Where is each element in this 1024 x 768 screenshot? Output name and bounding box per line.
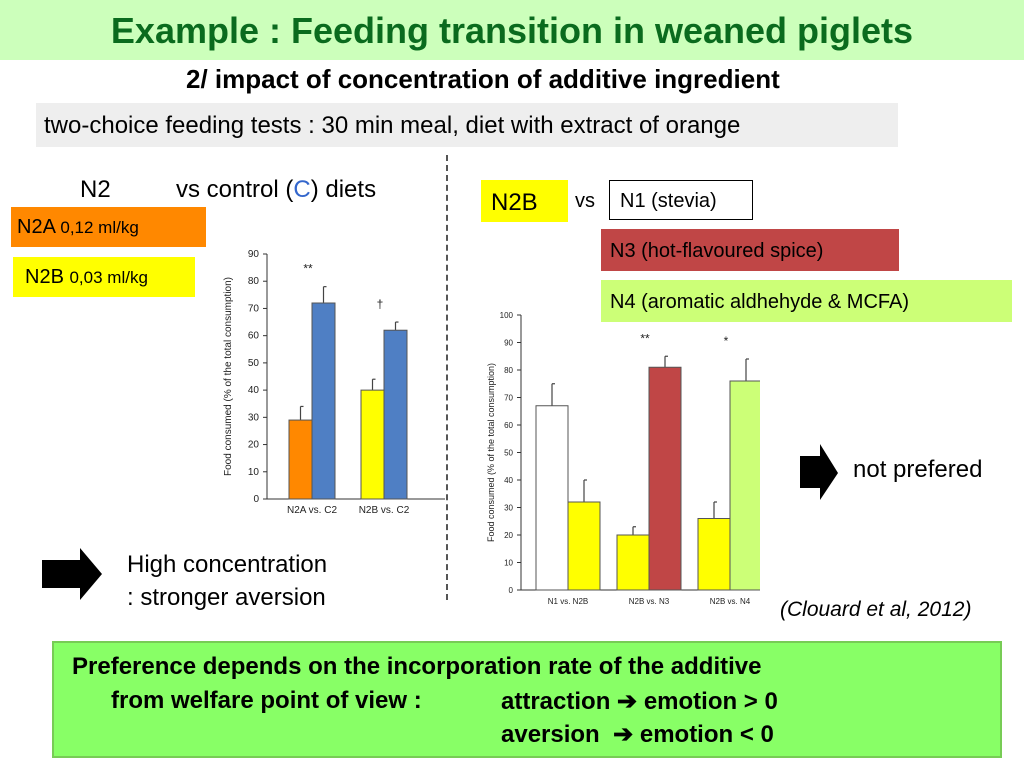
n2a-label: N2A 0,12 ml/kg	[17, 216, 139, 239]
method-text: two-choice feeding tests : 30 min meal, …	[44, 112, 741, 139]
x-tick-label: N2B vs. N4	[710, 597, 751, 605]
conclusion-line1: Preference depends on the incorporation …	[72, 653, 762, 680]
y-tick-label: 90	[504, 339, 513, 348]
y-tick-label: 100	[500, 311, 514, 320]
y-axis-label: Food consumed (% of the total consumptio…	[223, 277, 234, 476]
left-header-c: C	[293, 176, 311, 203]
y-tick-label: 0	[509, 586, 514, 595]
significance-marker: **	[303, 262, 313, 276]
n2a-dose: 0,12 ml/kg	[60, 218, 139, 237]
left-header-vs: vs control (C) diets	[176, 176, 376, 204]
conclusion-line2-prefix: from welfare point of view :	[111, 687, 422, 714]
citation: (Clouard et al, 2012)	[780, 598, 972, 621]
y-tick-label: 70	[248, 303, 260, 314]
significance-marker: **	[640, 331, 650, 345]
chart-right: 0 10 20 30 40 50 60 70 80 90 100 Food consumed (% o…	[486, 311, 760, 605]
significance-marker: †	[377, 297, 384, 311]
n3-box	[601, 229, 899, 271]
conclusion-attraction: attraction ➔ emotion > 0	[501, 687, 778, 716]
n2b-name: N2B	[25, 266, 64, 288]
bar-c2	[311, 302, 336, 500]
conclusion-aversion: aversion ➔ emotion < 0	[501, 720, 774, 749]
bar-n2a	[288, 419, 313, 500]
left-arrow-icon	[42, 548, 102, 600]
y-tick-label: 60	[248, 331, 260, 342]
n3-label: N3 (hot-flavoured spice)	[610, 240, 824, 262]
y-tick-label: 50	[248, 358, 260, 369]
n2a-label-box	[11, 207, 206, 247]
method-box	[36, 103, 898, 147]
x-tick-label: N2B vs. C2	[359, 505, 410, 516]
x-tick-label: N2B vs. N3	[629, 597, 670, 605]
y-tick-label: 30	[248, 412, 260, 423]
significance-marker: *	[724, 334, 729, 348]
left-conclusion: High concentration : stronger aversion	[127, 548, 327, 614]
x-tick-label: N1 vs. N2B	[548, 597, 588, 605]
n1-label: N1 (stevia)	[620, 190, 717, 212]
emotion-positive: emotion > 0	[643, 688, 778, 715]
page-subtitle: 2/ impact of concentration of additive i…	[186, 64, 780, 94]
left-conclusion-line2: : stronger aversion	[127, 584, 326, 611]
conclusion-box	[52, 641, 1002, 758]
left-header-n2: N2	[80, 176, 111, 203]
bar-n3	[648, 366, 682, 591]
arrow-right-icon: ➔	[617, 688, 638, 715]
y-tick-label: 10	[248, 467, 260, 478]
x-tick-label: N2A vs. C2	[287, 505, 337, 516]
n4-box	[601, 280, 1012, 322]
n2b-dose: 0,03 ml/kg	[69, 268, 148, 287]
bar-n4	[729, 380, 760, 591]
left-header-vs-suffix: ) diets	[310, 176, 377, 203]
bar-c2	[383, 329, 408, 500]
not-preferred-arrow-icon	[800, 444, 838, 500]
bar-n2b	[616, 534, 650, 591]
y-tick-label: 70	[504, 394, 513, 403]
y-tick-label: 30	[504, 504, 513, 513]
y-tick-label: 40	[504, 476, 513, 485]
n2b-right-label: N2B	[491, 189, 538, 216]
aversion-text: aversion	[501, 721, 600, 748]
y-tick-label: 50	[504, 449, 513, 458]
arrow-right-icon: ➔	[613, 721, 634, 748]
n2a-name: N2A	[17, 216, 55, 238]
title-bar	[0, 0, 1024, 60]
y-axis-label: Food consumed (% of the total consumptio…	[486, 363, 496, 542]
y-tick-label: 0	[253, 494, 259, 505]
attraction-text: attraction	[501, 688, 611, 715]
n4-label: N4 (aromatic aldhehyde & MCFA)	[610, 291, 910, 313]
y-tick-label: 10	[504, 559, 513, 568]
y-tick-label: 90	[248, 249, 260, 260]
y-tick-label: 60	[504, 421, 513, 430]
bar-n1	[535, 405, 569, 591]
not-preferred-label: not prefered	[853, 456, 983, 483]
n2b-right-box	[481, 180, 568, 222]
y-tick-label: 80	[504, 366, 513, 375]
divider	[446, 155, 448, 600]
y-tick-label: 40	[248, 385, 260, 396]
n2b-label: N2B 0,03 ml/kg	[25, 266, 148, 289]
bar-n2b	[567, 501, 601, 591]
y-tick-label: 80	[248, 276, 260, 287]
n2b-label-box	[13, 257, 195, 297]
left-header-vs-prefix: vs control (	[176, 176, 294, 203]
page-title: Example : Feeding transition in weaned p…	[110, 10, 914, 51]
vs-label: vs	[575, 190, 595, 212]
chart-left: 0 10 20 30 40 50 60 70 80 90 Food consumed (% of t…	[223, 249, 445, 516]
n1-box	[609, 180, 753, 220]
bar-n2b	[697, 518, 731, 591]
left-conclusion-line1: High concentration	[127, 551, 328, 578]
y-tick-label: 20	[248, 440, 260, 451]
emotion-negative: emotion < 0	[639, 721, 774, 748]
bar-n2b	[360, 389, 385, 500]
y-tick-label: 20	[504, 531, 513, 540]
